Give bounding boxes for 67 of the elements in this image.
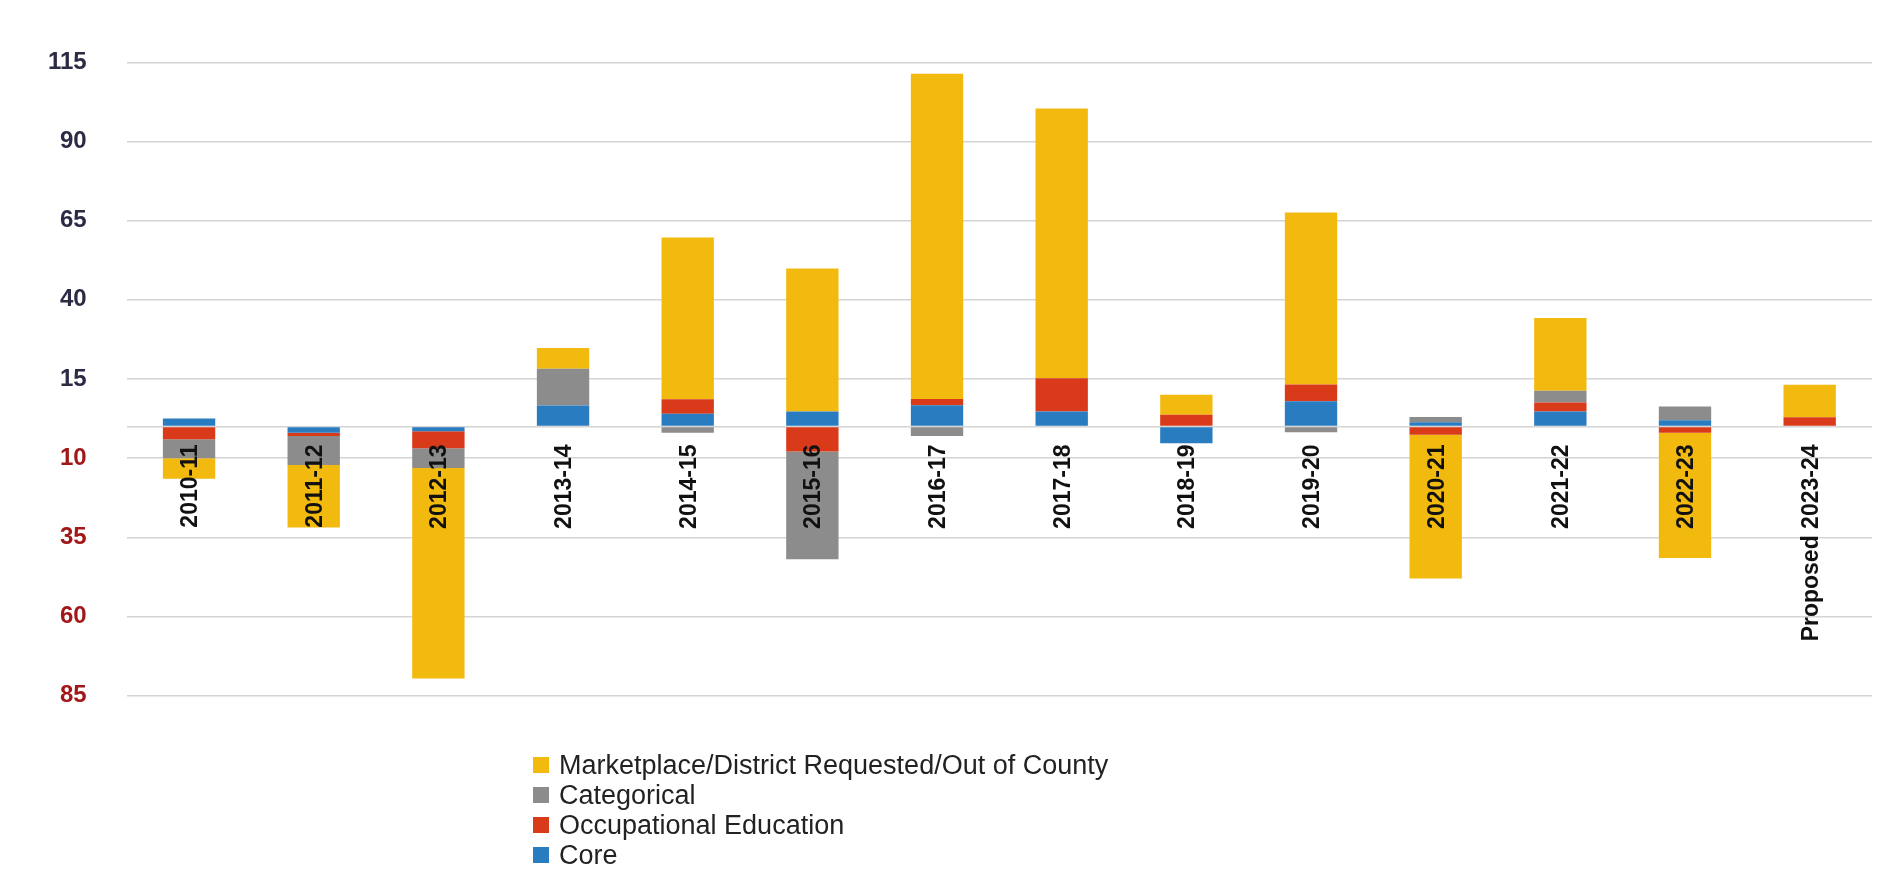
bar [1035, 378, 1088, 412]
x-tick-label: 2018-19 [1173, 444, 1200, 529]
bar [1284, 427, 1338, 433]
bar [1409, 422, 1462, 426]
bar [1284, 384, 1338, 402]
bar [1035, 411, 1088, 426]
legend-label: Categorical [559, 780, 696, 810]
x-tick-label: 2011-12 [300, 444, 327, 528]
y-tick-label: 35 [60, 521, 87, 549]
legend-label: Occupational Education [559, 810, 845, 840]
y-tick-label: 15 [60, 363, 87, 391]
bar [1160, 414, 1213, 426]
x-tick-label: 2016-17 [924, 444, 951, 529]
x-tick-label: Proposed 2023-24 [1796, 444, 1823, 642]
bar [1534, 402, 1587, 412]
y-tick-label: 115 [48, 47, 87, 75]
y-tick-label: 65 [60, 205, 87, 233]
bar [1658, 420, 1712, 426]
x-tick-label: 2015-16 [799, 444, 826, 529]
y-tick-label: 40 [60, 284, 87, 312]
bar [786, 411, 839, 426]
bar [1160, 427, 1213, 444]
bar [661, 413, 714, 426]
bar [1534, 390, 1587, 403]
bar [1783, 417, 1836, 426]
x-tick-label: 2019-20 [1298, 444, 1325, 529]
bar [910, 73, 964, 399]
bar [661, 237, 714, 400]
bar [536, 405, 590, 426]
x-tick-label: 2021-22 [1547, 444, 1574, 529]
x-tick-label: 2012-13 [425, 444, 452, 529]
bar [1409, 416, 1462, 423]
legend-label: Marketplace/District Requested/Out of County [559, 750, 1109, 780]
bar [910, 427, 964, 436]
bar [1534, 411, 1587, 426]
bar [1160, 394, 1213, 415]
y-tick-label: 85 [60, 680, 87, 708]
bar [287, 427, 340, 433]
legend-label: Core [559, 840, 618, 870]
bar [287, 432, 340, 436]
x-tick-label: 2014-15 [674, 444, 701, 529]
x-tick-label: 2022-23 [1672, 444, 1699, 529]
bar [910, 398, 964, 406]
bar [1658, 406, 1712, 421]
y-tick-label: 10 [60, 442, 87, 470]
bar [910, 405, 964, 426]
bar [661, 427, 714, 433]
x-tick-label: 2010-11 [176, 444, 203, 528]
x-tick-label: 2013-14 [550, 444, 577, 529]
bar [162, 418, 216, 426]
bar [536, 368, 590, 406]
y-tick-label: 60 [60, 601, 87, 629]
x-tick-label: 2017-18 [1048, 444, 1075, 529]
bar [1409, 427, 1462, 435]
bar [1658, 427, 1712, 433]
y-tick-label: 90 [60, 126, 87, 154]
bar [661, 399, 714, 414]
bar [1284, 401, 1338, 426]
bar [1035, 108, 1088, 379]
bar [162, 427, 216, 440]
x-tick-label: 2020-21 [1422, 444, 1449, 529]
bar [1284, 212, 1338, 385]
bar [1783, 384, 1836, 418]
bar [1534, 317, 1587, 391]
bar [412, 427, 465, 432]
bar [786, 268, 839, 412]
bar [536, 347, 590, 369]
